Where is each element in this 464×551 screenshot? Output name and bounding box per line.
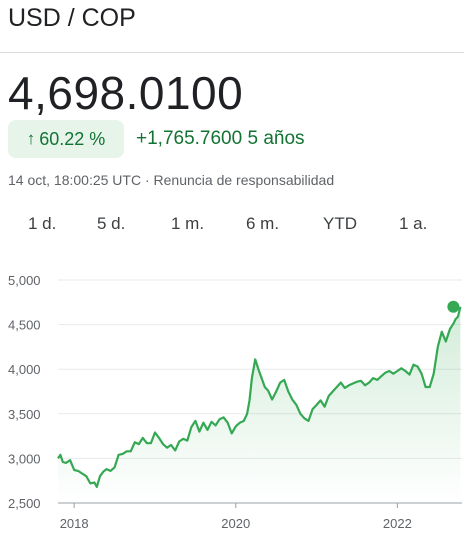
y-tick-label: 2,500 xyxy=(8,496,41,511)
timestamp-line: 14 oct, 18:00:25 UTC · Renuncia de respo… xyxy=(8,172,334,188)
header-divider xyxy=(0,52,464,53)
arrow-up-icon: ↑ xyxy=(26,129,36,148)
x-tick-label: 2022 xyxy=(383,516,412,531)
separator-dot: · xyxy=(144,172,154,188)
price-series-line xyxy=(57,306,462,488)
absolute-change: +1,765.7600 5 años xyxy=(136,128,305,150)
y-tick-label: 5,000 xyxy=(8,273,41,288)
range-1d[interactable]: 1 d. xyxy=(28,214,57,233)
y-tick-label: 4,000 xyxy=(8,362,41,377)
range-1m[interactable]: 1 m. xyxy=(171,214,205,233)
currency-pair-title: USD / COP xyxy=(8,4,136,32)
range-5d[interactable]: 5 d. xyxy=(97,214,126,233)
range-ytd[interactable]: YTD xyxy=(323,214,357,233)
range-6m[interactable]: 6 m. xyxy=(246,214,280,233)
range-selector: 1 d. 5 d. 1 m. 6 m. YTD 1 a. xyxy=(0,214,464,238)
y-tick-label: 3,500 xyxy=(8,407,41,422)
y-tick-label: 4,500 xyxy=(8,318,41,333)
percent-change-badge: ↑ 60.22 % xyxy=(8,120,124,158)
change-period: 5 años xyxy=(247,128,305,149)
absolute-change-value: +1,765.7600 xyxy=(136,128,243,149)
current-price-marker xyxy=(447,300,460,313)
price-area-fill xyxy=(58,306,461,503)
x-axis-labels: 2018 2020 2022 xyxy=(60,503,412,531)
current-price: 4,698.0100 xyxy=(8,67,244,119)
x-tick-label: 2020 xyxy=(221,516,250,531)
disclaimer-link[interactable]: Renuncia de responsabilidad xyxy=(153,172,335,188)
y-tick-label: 3,000 xyxy=(8,451,41,466)
y-axis-labels: 5,000 4,500 4,000 3,500 3,000 2,500 xyxy=(8,273,41,511)
x-tick-label: 2018 xyxy=(60,516,89,531)
timestamp: 14 oct, 18:00:25 UTC xyxy=(8,172,142,188)
percent-change-value: 60.22 % xyxy=(39,128,106,149)
range-1y[interactable]: 1 a. xyxy=(399,214,428,233)
